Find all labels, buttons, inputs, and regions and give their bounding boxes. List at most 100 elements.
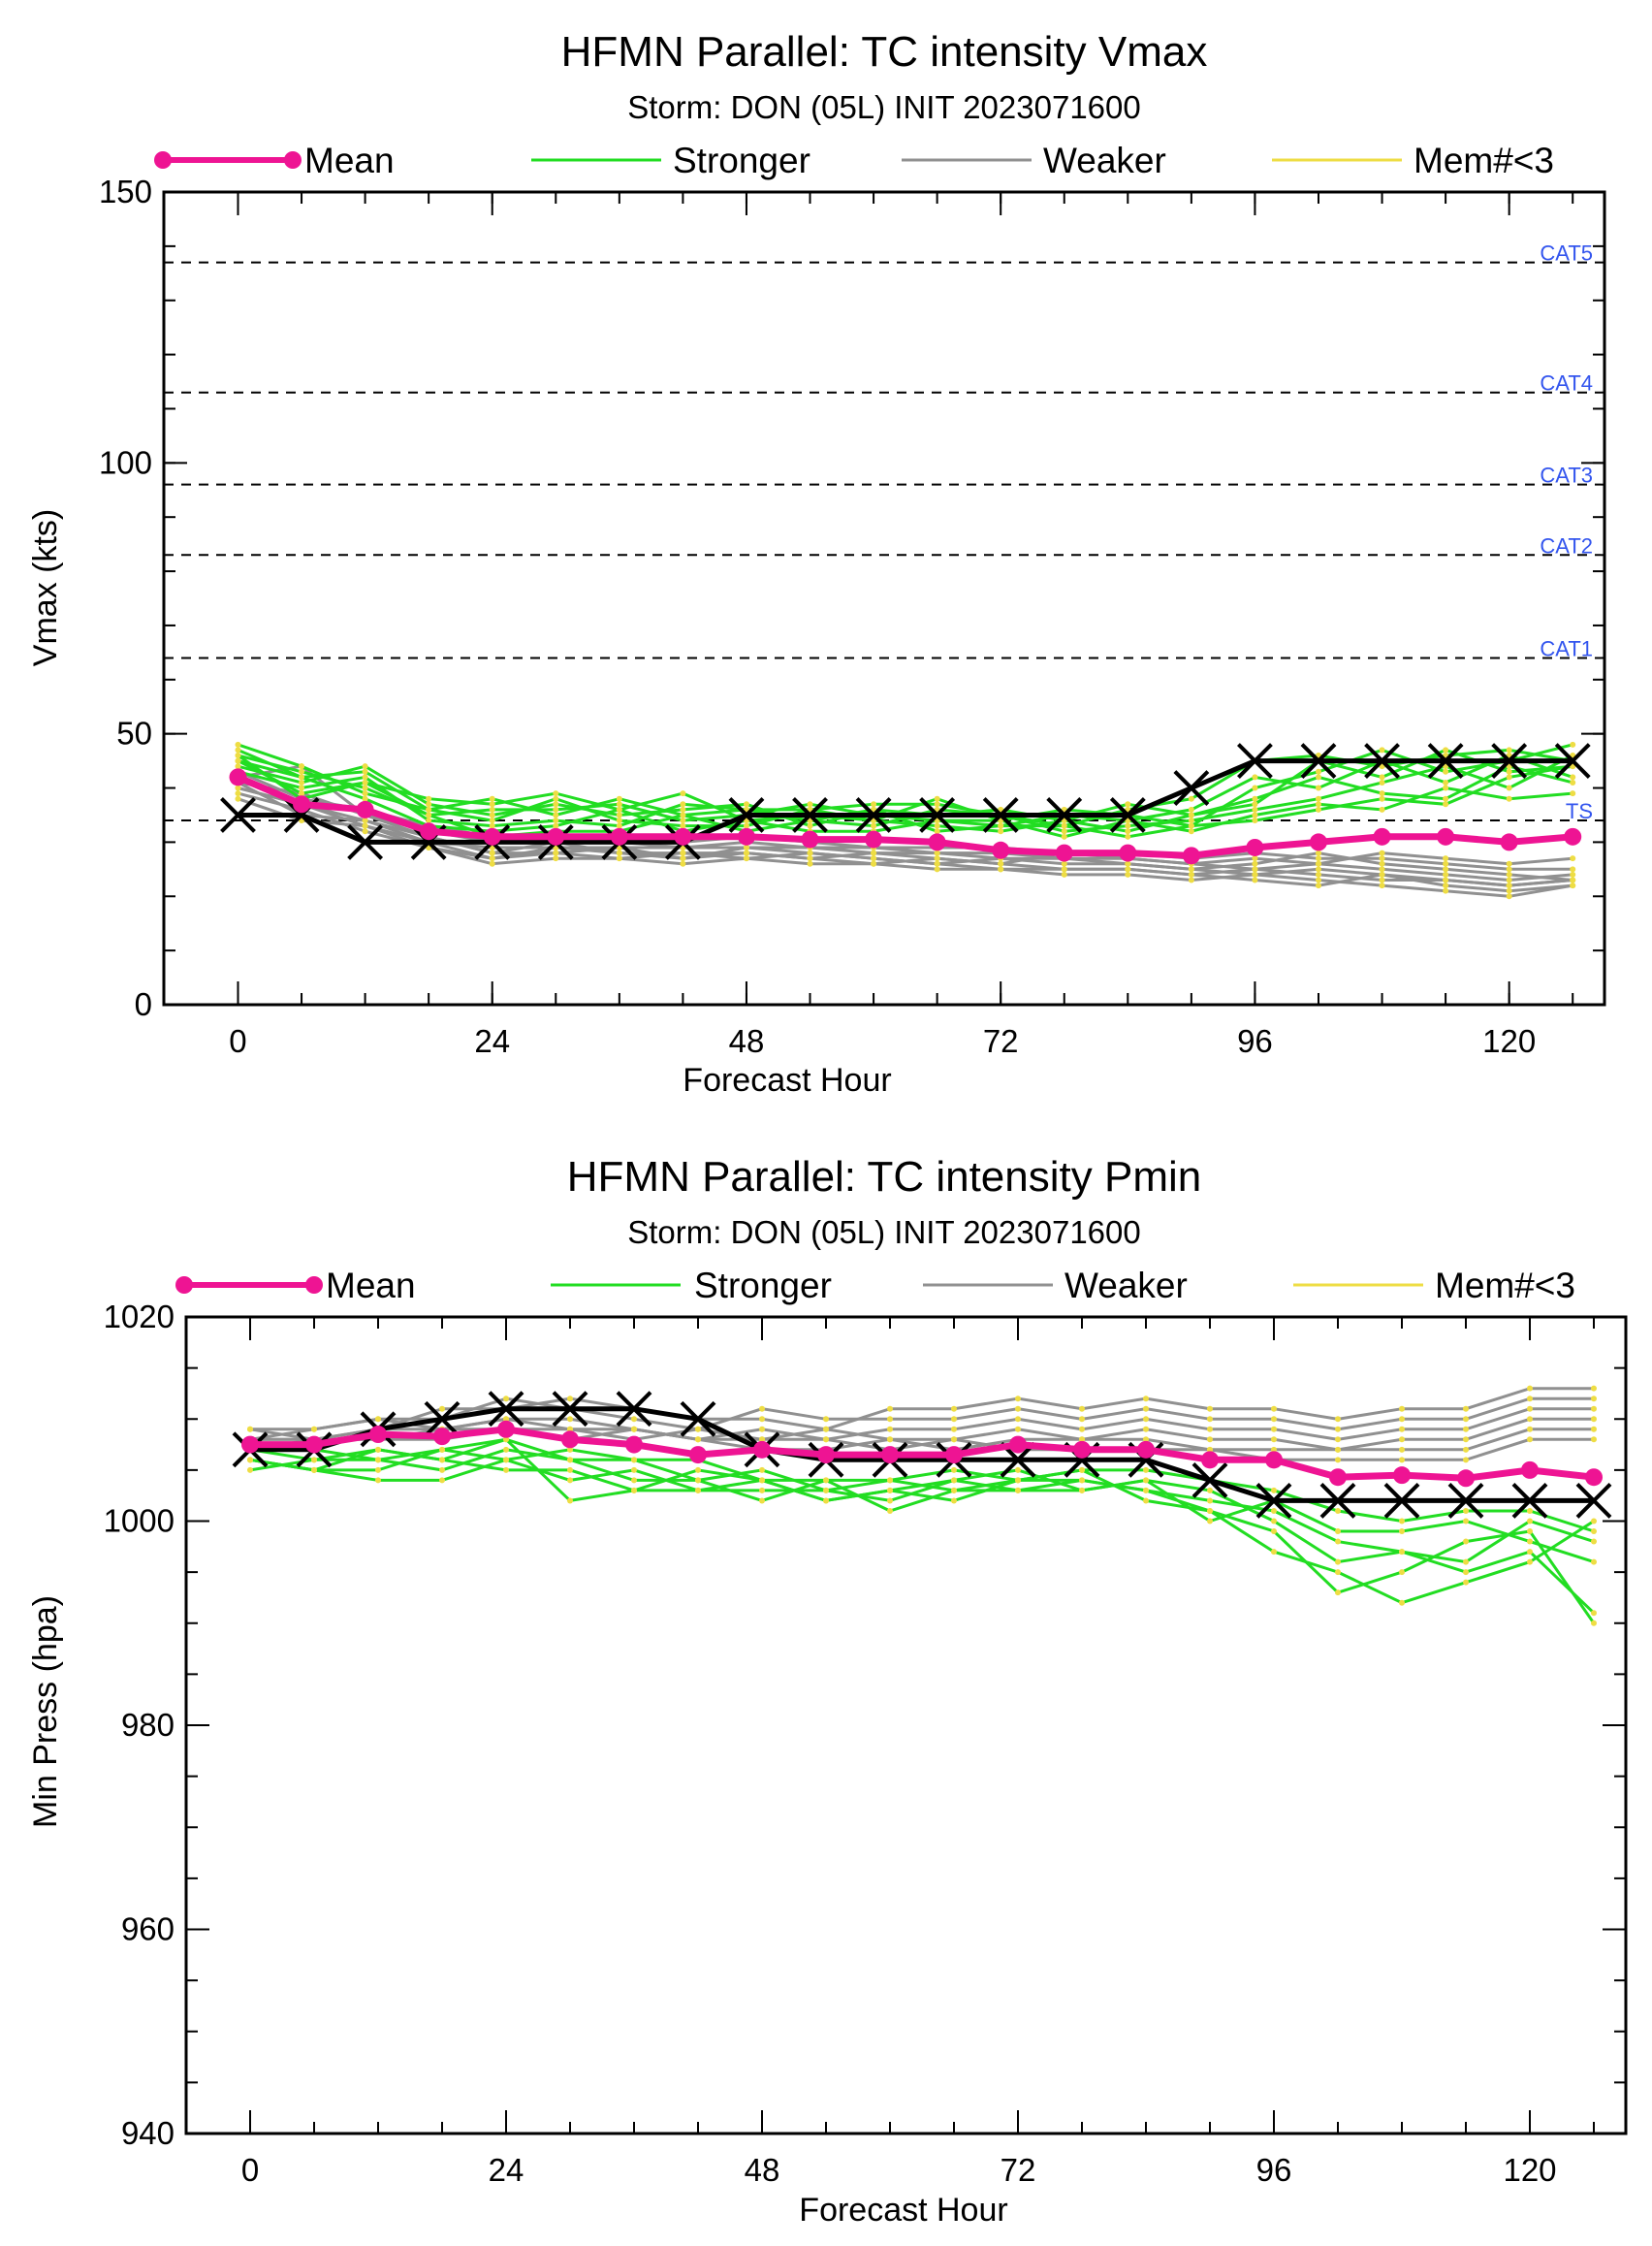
vmax-member-point [553, 790, 559, 797]
pmin-member-point [695, 1487, 701, 1493]
vmax-legend: Mean Stronger Weaker Mem#<3 [154, 141, 1554, 180]
vmax-member-point [680, 822, 686, 829]
pmin-member-point [1079, 1477, 1085, 1484]
vmax-member-point [871, 801, 877, 808]
pmin-member-point [567, 1446, 573, 1453]
vmax-stronger-member-line [238, 754, 1573, 833]
pmin-member-point [887, 1426, 893, 1432]
pmin-member-point [1463, 1538, 1469, 1545]
pmin-x-tick-label: 0 [241, 2152, 259, 2188]
pmin-member-point [1271, 1549, 1277, 1556]
vmax-member-point [362, 818, 368, 824]
pmin-mean-point [753, 1440, 771, 1459]
pmin-mean-point [241, 1435, 259, 1454]
pmin-member-point [1143, 1405, 1149, 1412]
vmax-member-point [1379, 795, 1385, 802]
vmax-member-point [934, 822, 940, 829]
vmax-member-point [1315, 871, 1321, 878]
pmin-observed-marker [1575, 1483, 1612, 1519]
pmin-member-point [1463, 1436, 1469, 1443]
vmax-member-point [616, 822, 622, 829]
pmin-mean-point [1393, 1466, 1411, 1485]
pmin-member-point [439, 1446, 445, 1453]
vmax-member-point [743, 850, 749, 856]
pmin-member-point [1143, 1426, 1149, 1432]
pmin-chart-title: HFMN Parallel: TC intensity Pmin [567, 1153, 1201, 1201]
pmin-member-point [1591, 1416, 1597, 1423]
vmax-mean-point [928, 833, 946, 851]
pmin-member-point [1399, 1446, 1405, 1453]
pmin-member-point [1015, 1396, 1021, 1402]
pmin-stronger-member-line [249, 1448, 1596, 1615]
vmax-member-point [743, 822, 749, 829]
vmax-member-point [1188, 822, 1194, 829]
pmin-member-point [823, 1426, 829, 1432]
vmax-member-point [1379, 806, 1385, 813]
pmin-member-point [1143, 1416, 1149, 1423]
vmax-member-point [934, 828, 940, 835]
vmax-member-point [1570, 774, 1576, 781]
vmax-chart-subtitle: Storm: DON (05L) INIT 2023071600 [627, 89, 1140, 125]
vmax-member-point [1443, 887, 1449, 894]
vmax-member-point [616, 850, 622, 856]
vmax-member-point [934, 801, 940, 808]
vmax-member-point [1315, 806, 1321, 813]
pmin-member-point [759, 1497, 765, 1504]
vmax-member-point [1252, 855, 1258, 862]
pmin-member-point [1527, 1549, 1533, 1556]
vmax-member-point [553, 818, 559, 824]
vmax-mean-point [1500, 833, 1518, 851]
vmax-member-point [1443, 871, 1449, 878]
vmax-chart: HFMN Parallel: TC intensity Vmax Storm: … [27, 28, 1606, 1099]
pmin-observed-marker [552, 1391, 588, 1428]
vmax-member-point [1188, 818, 1194, 824]
pmin-member-point [1399, 1436, 1405, 1443]
vmax-member-point [1570, 855, 1576, 862]
pmin-member-point [759, 1487, 765, 1493]
pmin-member-point [247, 1466, 253, 1473]
pmin-member-point [1335, 1446, 1341, 1453]
pmin-member-point [1079, 1436, 1085, 1443]
pmin-member-point [1143, 1487, 1149, 1493]
pmin-member-point [439, 1405, 445, 1412]
pmin-member-point [567, 1497, 573, 1504]
vmax-member-point [1506, 877, 1512, 883]
vmax-observed-marker [1237, 743, 1273, 780]
pmin-member-point [695, 1436, 701, 1443]
vmax-member-point [934, 850, 940, 856]
vmax-member-point [1252, 795, 1258, 802]
pmin-member-point [439, 1457, 445, 1463]
pmin-member-point [1143, 1477, 1149, 1484]
vmax-member-point [1315, 801, 1321, 808]
vmax-member-point [1379, 877, 1385, 883]
vmax-category-label: CAT2 [1540, 533, 1593, 558]
pmin-mean-point [1585, 1468, 1603, 1487]
vmax-stronger-member-line [238, 759, 1573, 839]
vmax-member-point [1379, 882, 1385, 889]
vmax-x-tick-label: 120 [1482, 1023, 1536, 1059]
pmin-observed-marker [1447, 1483, 1484, 1519]
pmin-member-point [1527, 1426, 1533, 1432]
vmax-mean-point [1564, 827, 1582, 846]
pmin-member-point [1143, 1497, 1149, 1504]
pmin-member-point [1207, 1426, 1213, 1432]
pmin-observed-line [250, 1406, 1594, 1503]
pmin-mean-point [881, 1446, 899, 1464]
vmax-member-point [1443, 866, 1449, 873]
vmax-member-point [1188, 877, 1194, 883]
vmax-member-point [934, 855, 940, 862]
vmax-member-point [1443, 795, 1449, 802]
vmax-member-point [1443, 877, 1449, 883]
pmin-member-point [1591, 1610, 1597, 1617]
vmax-member-point [299, 768, 305, 775]
vmax-member-point [1506, 795, 1512, 802]
vmax-member-point [680, 812, 686, 818]
pmin-member-point [1399, 1569, 1405, 1576]
pmin-member-point [1463, 1558, 1469, 1565]
pmin-member-point [1591, 1620, 1597, 1626]
pmin-member-point [1591, 1426, 1597, 1432]
vmax-member-point [871, 855, 877, 862]
vmax-member-point [1443, 785, 1449, 791]
vmax-member-point [553, 850, 559, 856]
